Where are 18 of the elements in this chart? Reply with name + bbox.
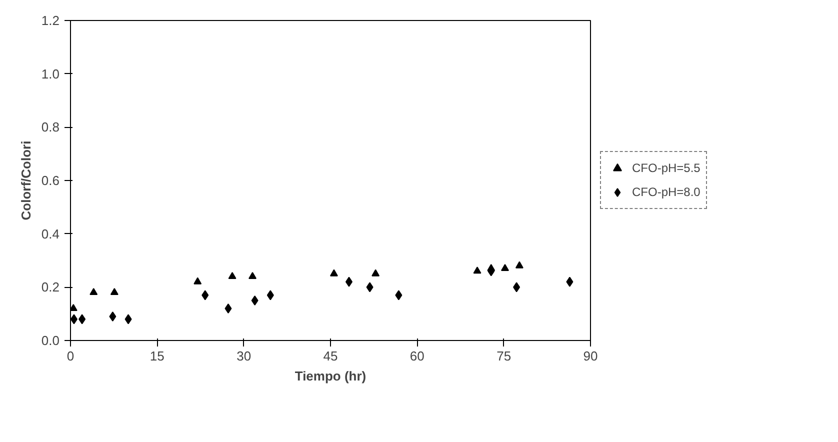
- legend-label: CFO-pH=8.0: [632, 185, 700, 199]
- x-tick-label: 75: [496, 348, 512, 364]
- y-axis-title: Colorf/Colori: [18, 140, 34, 220]
- x-tick-label: 30: [236, 348, 252, 364]
- y-tick-label: 0.6: [41, 173, 60, 188]
- x-tick-label: 90: [583, 348, 598, 364]
- y-tick-label: 0.2: [41, 280, 60, 295]
- x-tick-label: 45: [323, 348, 338, 364]
- x-tick-label: 60: [410, 348, 424, 364]
- y-tick-label: 0.0: [41, 333, 60, 348]
- y-tick-label: 0.8: [41, 120, 60, 135]
- y-tick-label: 1.0: [41, 66, 60, 82]
- y-tick-label: 0.4: [41, 226, 60, 242]
- x-axis-title: Tiempo (hr): [294, 368, 366, 384]
- legend-label: CFO-pH=5.5: [632, 161, 700, 175]
- x-tick-label: 0: [66, 348, 74, 364]
- x-tick-label: 15: [150, 348, 164, 364]
- y-tick-label: 1.2: [41, 13, 60, 28]
